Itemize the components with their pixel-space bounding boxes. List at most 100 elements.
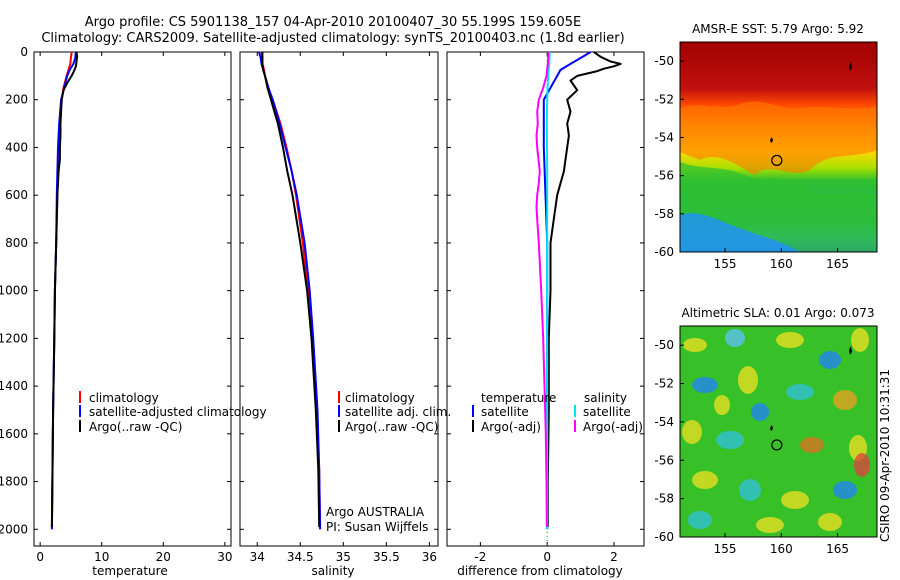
map-y-tick-label: -58	[654, 207, 674, 221]
temperature-legend: climatology satellite-adjusted climatolo…	[79, 391, 267, 434]
series-line-satellite-adj-clim--1	[257, 51, 322, 530]
sla-map-title: Altimetric SLA: 0.01 Argo: 0.073	[681, 306, 874, 320]
sla-eddy	[751, 403, 769, 421]
figure-title-line2: Climatology: CARS2009. Satellite-adjuste…	[41, 31, 624, 46]
legend-label-temp-argo: Argo(-adj)	[481, 420, 541, 434]
sst-land-glyph	[770, 137, 773, 143]
x-tick-label: 30	[217, 550, 232, 564]
y-tick-label: 1600	[0, 427, 28, 441]
sla-eddy	[818, 513, 842, 531]
sla-eddy	[683, 338, 707, 352]
legend-group-temperature: temperature	[481, 391, 556, 405]
x-tick-label: 35	[336, 550, 351, 564]
map-y-tick-label: -52	[654, 377, 674, 391]
sst-map-title: AMSR-E SST: 5.79 Argo: 5.92	[692, 22, 864, 36]
sla-eddy	[756, 517, 784, 533]
legend-label-argo: Argo(..raw -QC)	[345, 420, 438, 434]
map-y-tick-label: -54	[654, 130, 674, 144]
map-y-tick-label: -60	[654, 245, 674, 259]
sla-eddy	[725, 329, 745, 347]
csiro-timestamp: CSIRO 09-Apr-2010 10:31:31	[878, 369, 892, 542]
credit-project: Argo AUSTRALIA	[326, 505, 425, 519]
figure-title-line1: Argo profile: CS 5901138_157 04-Apr-2010…	[85, 15, 581, 30]
difference-legend: temperature salinity satellite Argo(-adj…	[472, 391, 643, 434]
map-x-tick-label: 165	[826, 542, 849, 556]
sla-map	[680, 326, 877, 537]
sla-eddy	[819, 351, 841, 369]
map-y-tick-label: -56	[654, 169, 674, 183]
y-tick-label: 1400	[0, 379, 28, 393]
sla-eddy	[781, 491, 809, 509]
map-y-tick-label: -54	[654, 415, 674, 429]
difference-axis-label: difference from climatology	[457, 564, 623, 578]
sla-eddy	[786, 384, 814, 400]
temperature-panel: 0 10 20 30 0 200 400 600 800 1000 1200 1400 1600 1800…	[0, 45, 232, 564]
sla-land-glyph	[770, 425, 773, 431]
legend-label-temp-satellite: satellite	[481, 405, 529, 419]
salinity-axis-label: salinity	[311, 564, 354, 578]
map-x-tick-label: 155	[714, 542, 737, 556]
map-x-tick-label: 165	[826, 257, 849, 271]
sla-eddy	[688, 511, 712, 529]
x-tick-label: 35.5	[373, 550, 400, 564]
x-tick-label: 36	[422, 550, 437, 564]
series-line-satellite-2	[545, 51, 551, 530]
sla-eddy	[682, 420, 702, 444]
sla-field	[680, 326, 877, 537]
series-line-argo-adj--3	[535, 51, 550, 527]
salinity-panel: 34 34.5 35 35.5 36	[240, 51, 438, 564]
sst-map-frame	[679, 41, 878, 253]
map-y-tick-label: -60	[654, 530, 674, 544]
legend-label-sal-argo: Argo(-adj)	[583, 420, 643, 434]
sla-eddy	[738, 366, 758, 394]
sla-eddy	[800, 437, 824, 453]
legend-label-climatology: climatology	[345, 391, 415, 405]
argo-float-marker	[771, 439, 783, 451]
argo-float-marker	[771, 154, 783, 166]
sla-eddy	[716, 431, 744, 449]
sla-eddy	[714, 395, 730, 415]
sst-map-axes: 155 160 165 -50 -52 -54 -56 -58 -60	[654, 54, 849, 271]
y-tick-label: 600	[5, 188, 28, 202]
y-tick-label: 0	[20, 45, 28, 59]
x-tick-label: 20	[156, 550, 171, 564]
map-y-tick-label: -56	[654, 453, 674, 467]
sla-island-glyph	[849, 346, 852, 355]
legend-label-sal-satellite: satellite	[583, 405, 631, 419]
sla-eddy	[739, 479, 761, 501]
sla-map-frame	[679, 325, 878, 538]
sst-island-glyph	[849, 62, 852, 71]
map-y-tick-label: -58	[654, 492, 674, 506]
x-tick-label: 34	[250, 550, 265, 564]
legend-label-climatology: climatology	[89, 391, 159, 405]
map-y-tick-label: -50	[654, 338, 674, 352]
y-tick-label: 400	[5, 140, 28, 154]
x-tick-label: 0	[543, 550, 551, 564]
sla-eddy	[692, 471, 718, 489]
legend-label-satellite: satellite adj. clim.	[345, 405, 451, 419]
difference-panel-frame	[446, 51, 645, 547]
temperature-panel-frame	[33, 51, 232, 547]
sst-warm-tongue	[680, 101, 877, 175]
x-tick-label: -2	[474, 550, 486, 564]
credit-pi: PI: Susan Wijffels	[326, 520, 428, 534]
map-y-tick-label: -52	[654, 92, 674, 106]
sla-eddy	[833, 481, 857, 499]
y-tick-label: 2000	[0, 522, 28, 536]
salinity-legend: climatology satellite adj. clim. Argo(..…	[338, 391, 451, 434]
x-tick-label: 34.5	[287, 550, 314, 564]
sla-eddies	[682, 328, 870, 533]
y-tick-label: 200	[5, 93, 28, 107]
sla-eddy	[692, 377, 718, 393]
sla-eddy	[854, 453, 870, 477]
legend-label-argo: Argo(..raw -QC)	[89, 420, 182, 434]
series-line-climatology-0	[260, 51, 322, 530]
series-line-argo-raw-qc--2	[261, 52, 321, 527]
sla-eddy	[851, 328, 869, 352]
legend-label-satellite: satellite-adjusted climatology	[89, 405, 267, 419]
temperature-axis-label: temperature	[92, 564, 167, 578]
map-x-tick-label: 155	[714, 257, 737, 271]
series-line-argo-adj--1	[546, 51, 622, 527]
y-tick-label: 800	[5, 236, 28, 250]
